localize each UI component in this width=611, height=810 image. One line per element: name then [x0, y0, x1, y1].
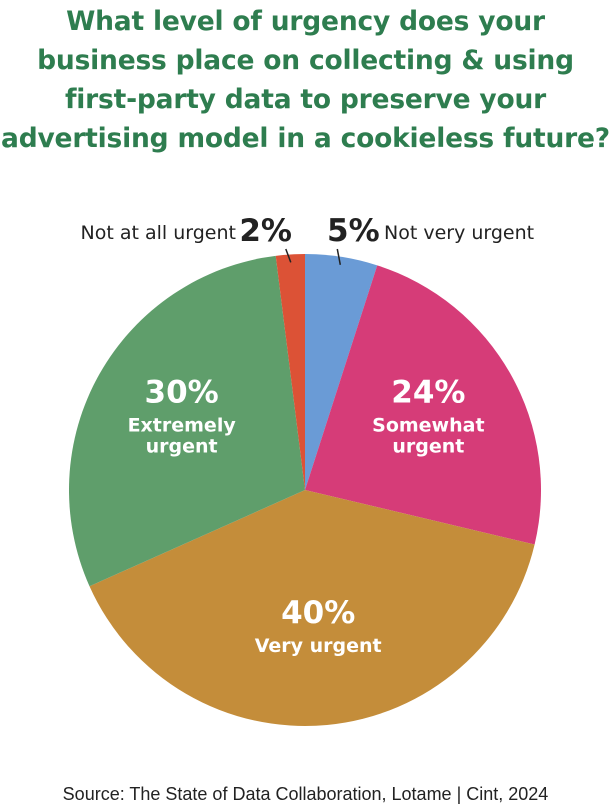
chart-title: What level of urgency does your business…: [0, 2, 611, 158]
slice-label-very-urgent-line-1: Very urgent: [255, 635, 382, 657]
title-line-2: business place on collecting & using: [37, 45, 574, 76]
slice-value-not-at-all-urgent: 2%: [239, 213, 292, 249]
slice-label-extremely-urgent-line-1: Extremely: [128, 414, 237, 436]
slice-label-not-at-all-urgent: Not at all urgent: [81, 222, 236, 244]
title-line-4: advertising model in a cookieless future…: [1, 123, 610, 154]
slice-value-very-urgent: 40%: [281, 595, 355, 631]
slice-value-somewhat-urgent: 24%: [391, 374, 465, 410]
slice-label-somewhat-urgent-line-1: Somewhat: [372, 414, 484, 436]
pie-slice-extremely-urgent: [68, 255, 305, 587]
pie-slice-not-very-urgent: [305, 254, 378, 490]
pie-slice-very-urgent: [89, 490, 535, 727]
slice-value-extremely-urgent: 30%: [145, 374, 219, 410]
slice-label-not-very-urgent: Not very urgent: [384, 222, 534, 244]
pie-slice-not-at-all-urgent: [275, 254, 305, 490]
slice-label-somewhat-urgent-line-2: urgent: [392, 435, 464, 457]
pie-slices: [68, 254, 542, 727]
slice-value-not-very-urgent: 5%: [327, 213, 380, 249]
title-line-1: What level of urgency does your: [66, 6, 545, 37]
title-line-3: first-party data to preserve your: [64, 84, 547, 115]
pie-slice-somewhat-urgent: [305, 265, 542, 545]
source-note: Source: The State of Data Collaboration,…: [62, 784, 549, 804]
leader-line-not-at-all-urgent: [285, 248, 292, 263]
slice-label-extremely-urgent-line-2: urgent: [146, 435, 218, 457]
leader-line-not-very-urgent: [336, 248, 342, 265]
